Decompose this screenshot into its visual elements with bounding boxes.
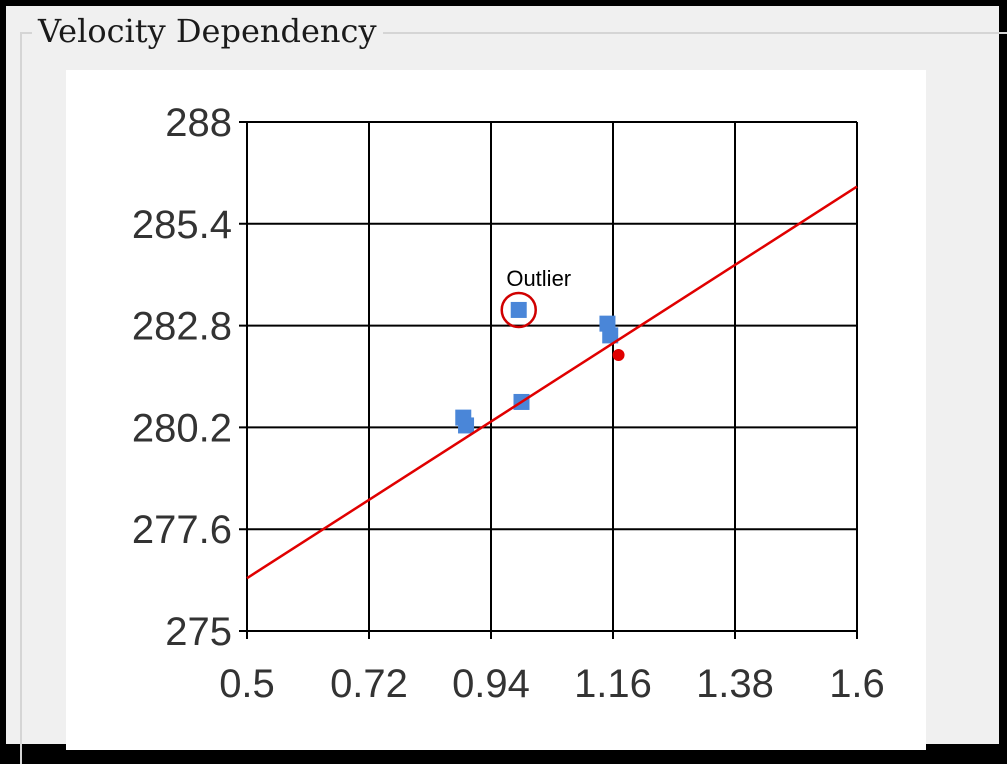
y-tick-label: 280.2 xyxy=(132,406,232,450)
outlier-ring xyxy=(500,291,537,329)
x-tick-label: 1.16 xyxy=(574,662,652,706)
outlier-label: Outlier xyxy=(506,266,571,291)
group-title: Velocity Dependency xyxy=(32,12,383,50)
velocity-dependency-groupbox xyxy=(20,32,1007,764)
data-series xyxy=(246,185,858,580)
y-tick-label: 277.6 xyxy=(132,508,232,552)
x-tick-label: 0.94 xyxy=(452,662,530,706)
grid-lines xyxy=(239,121,858,639)
x-tick-label: 0.5 xyxy=(219,662,275,706)
annotations: Outlier xyxy=(500,266,571,329)
x-tick-label: 1.6 xyxy=(829,662,885,706)
y-tick-label: 285.4 xyxy=(132,203,232,247)
trendline xyxy=(246,185,858,580)
y-tick-label: 282.8 xyxy=(132,305,232,349)
data-point-circle xyxy=(612,348,625,361)
data-point-square xyxy=(458,417,475,434)
data-point-square xyxy=(510,301,527,318)
plot-panel xyxy=(66,70,926,750)
data-point-square xyxy=(602,327,619,344)
x-tick-label: 0.72 xyxy=(330,662,408,706)
chart-window: Velocity Dependency xyxy=(6,6,1007,764)
y-tick-label: 275 xyxy=(165,610,232,654)
tick-labels: 0.5 0.72 0.94 1.16 1.38 1.6 288 285.4 282.8 280.2… xyxy=(132,101,885,706)
x-tick-label: 1.38 xyxy=(696,662,774,706)
y-tick-label: 288 xyxy=(165,101,232,145)
